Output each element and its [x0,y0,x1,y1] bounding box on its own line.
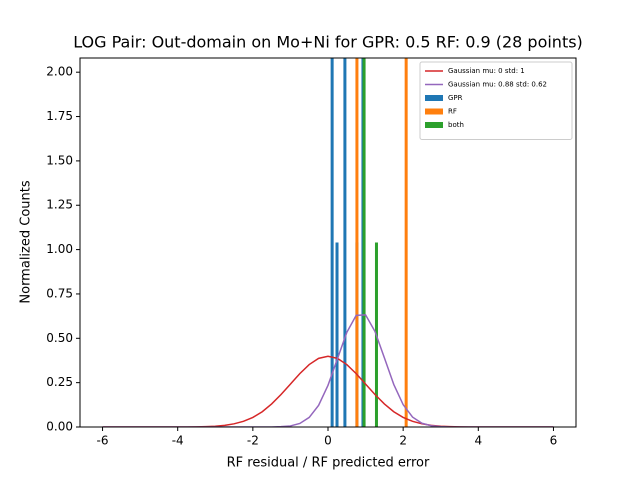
legend-swatch [425,95,443,101]
y-tick-label: 1.00 [46,242,73,256]
x-tick-label: 0 [324,434,332,448]
y-tick-label: 0.50 [46,331,73,345]
line [102,314,554,427]
x-tick-label: 4 [474,434,482,448]
legend-swatch [425,108,443,115]
y-tick-label: 2.00 [46,65,73,79]
line [102,355,554,427]
x-tick-label: -4 [172,434,184,448]
plot-area [102,58,554,427]
y-tick-label: 1.50 [46,153,73,167]
bar [404,58,408,427]
legend-label: GPR [448,94,463,102]
bar [330,58,334,427]
x-tick-label: 2 [399,434,407,448]
y-tick-label: 1.75 [46,109,73,123]
y-axis-label: Normalized Counts [19,180,34,303]
chart-title: LOG Pair: Out-domain on Mo+Ni for GPR: 0… [73,33,583,52]
bar [335,242,339,427]
legend-label: Gaussian mu: 0.88 std: 0.62 [448,81,547,89]
x-axis-label: RF residual / RF predicted error [227,456,430,471]
legend-box [419,61,573,140]
bar [362,58,366,427]
x-tick-label: -2 [247,434,259,448]
legend-label: Gaussian mu: 0 std: 1 [448,67,525,75]
bar [355,58,359,427]
legend-swatch [425,122,443,128]
bar [343,58,347,427]
x-tick-label: -6 [97,434,109,448]
y-tick-label: 0.75 [46,286,73,300]
legend-label: both [448,121,464,129]
x-tick-label: 6 [550,434,558,448]
legend-label: RF [448,108,457,116]
y-tick-label: 0.25 [46,375,73,389]
y-tick-label: 1.25 [46,198,73,212]
y-tick-label: 0.00 [46,420,73,434]
